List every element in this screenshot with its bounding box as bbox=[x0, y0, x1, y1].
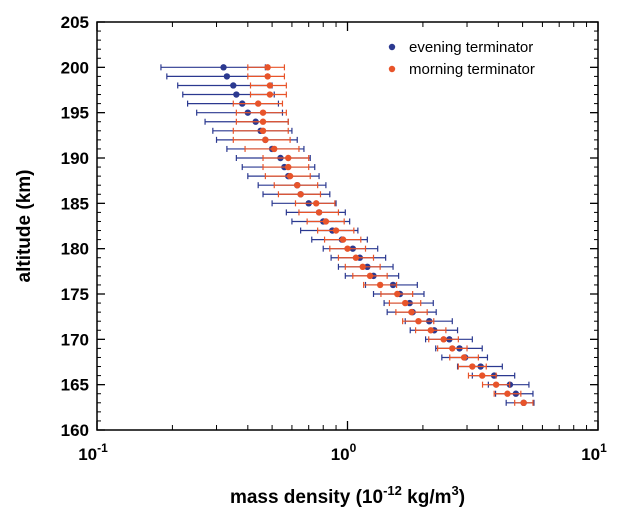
data-point bbox=[492, 381, 500, 388]
data-point bbox=[449, 345, 456, 352]
y-tick-label: 165 bbox=[61, 376, 89, 395]
data-point bbox=[271, 145, 278, 153]
data-point bbox=[402, 299, 409, 307]
series-morning bbox=[232, 64, 534, 406]
data-point bbox=[339, 236, 347, 243]
data-point bbox=[376, 281, 384, 289]
data-point bbox=[286, 172, 294, 180]
y-tick-label: 185 bbox=[61, 194, 89, 213]
data-point bbox=[313, 200, 320, 207]
x-axis-label-main: mass density (10 bbox=[230, 487, 383, 508]
data-point bbox=[394, 290, 401, 298]
data-point bbox=[259, 118, 267, 125]
data-point bbox=[359, 263, 366, 270]
data-point bbox=[504, 390, 511, 397]
data-point bbox=[254, 100, 262, 107]
y-tick-label: 195 bbox=[61, 104, 89, 123]
legend: evening terminator morning terminator bbox=[388, 39, 535, 78]
x-axis-label-exponent: -12 bbox=[383, 483, 402, 498]
data-point bbox=[332, 227, 340, 234]
y-tick-label: 170 bbox=[61, 330, 89, 349]
data-point bbox=[230, 82, 237, 89]
y-tick-label: 180 bbox=[61, 240, 89, 259]
x-axis-label: mass density (10-12 kg/m3) bbox=[230, 483, 465, 508]
data-point bbox=[427, 327, 434, 334]
y-tick-label: 175 bbox=[61, 285, 89, 304]
plot-frame bbox=[96, 21, 599, 431]
data-series bbox=[160, 64, 535, 406]
data-point bbox=[285, 163, 292, 171]
data-point bbox=[220, 64, 227, 71]
data-point bbox=[285, 154, 292, 162]
data-point bbox=[366, 272, 374, 280]
x-tick-label: 10-1 bbox=[78, 441, 108, 464]
x-axis-label-close: ) bbox=[459, 487, 465, 508]
data-point bbox=[259, 109, 267, 116]
data-point bbox=[352, 254, 360, 261]
y-axis-label: altitude (km) bbox=[14, 170, 35, 283]
y-tick-label: 205 bbox=[61, 13, 89, 32]
data-point bbox=[344, 245, 351, 252]
y-tick-label: 200 bbox=[61, 58, 89, 77]
y-tick-label: 190 bbox=[61, 149, 89, 168]
data-point bbox=[262, 136, 269, 144]
data-point bbox=[460, 354, 468, 361]
tick-labels: 160 165 170 175 180 185 190 195 200 205 10-1 100 101 bbox=[61, 13, 607, 464]
data-point bbox=[469, 363, 476, 370]
x-tick-label: 100 bbox=[331, 441, 357, 464]
data-point bbox=[233, 91, 240, 98]
tick-marks bbox=[96, 21, 599, 431]
data-point bbox=[322, 218, 330, 225]
legend-marker bbox=[388, 43, 396, 51]
legend-label: morning terminator bbox=[409, 61, 535, 78]
data-point bbox=[408, 308, 415, 316]
data-point bbox=[415, 318, 422, 325]
legend-marker bbox=[388, 65, 396, 73]
y-tick-label: 160 bbox=[61, 421, 89, 440]
data-point bbox=[520, 399, 527, 406]
x-axis-label-unit-exponent: 3 bbox=[452, 483, 459, 498]
x-axis-label-unit: kg/m bbox=[402, 487, 452, 508]
data-point bbox=[297, 191, 304, 198]
x-tick-label: 101 bbox=[581, 441, 607, 464]
data-point bbox=[259, 127, 267, 134]
data-point bbox=[266, 91, 274, 98]
data-point bbox=[315, 209, 323, 216]
data-point bbox=[264, 73, 271, 80]
data-point bbox=[223, 73, 231, 80]
data-point bbox=[264, 64, 271, 71]
data-point bbox=[294, 182, 301, 189]
data-point bbox=[479, 372, 486, 379]
data-point bbox=[266, 82, 274, 89]
legend-label: evening terminator bbox=[409, 39, 533, 56]
data-point bbox=[440, 336, 447, 343]
